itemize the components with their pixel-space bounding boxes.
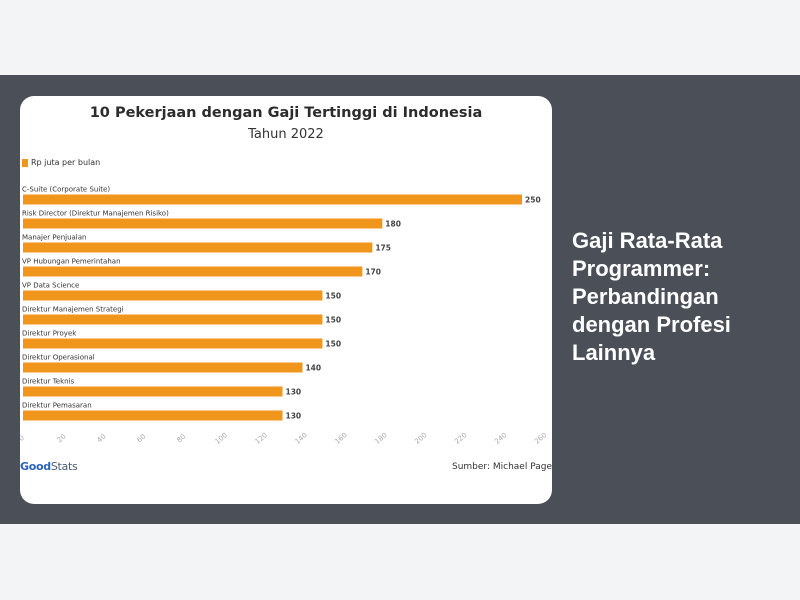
x-tick-label: 120 [254,431,269,446]
category-label: C-Suite (Corporate Suite) [22,186,110,194]
x-tick-label: 60 [135,433,147,445]
x-tick-label: 240 [493,431,508,446]
value-label: 175 [375,244,391,253]
value-label: 180 [385,220,401,229]
goodstats-logo: GoodStats [20,460,78,473]
bar [23,290,323,301]
x-tick-label: 160 [333,431,348,446]
bar [23,362,303,373]
value-label: 130 [286,412,302,421]
bar-chart: C-Suite (Corporate Suite) 250 Risk Directo… [20,186,548,446]
x-tick-label: 20 [56,433,68,445]
logo-good-text: Good [20,460,51,473]
category-label: VP Hubungan Pemerintahan [22,258,121,266]
category-label: Manajer Penjualan [22,234,86,242]
category-label: Direktur Manajemen Strategi [22,306,124,314]
category-label: Risk Director (Direktur Manajemen Risiko… [22,210,169,218]
x-tick-label: 260 [533,431,548,446]
category-label: VP Data Science [22,282,79,290]
x-tick-label: 100 [214,431,229,446]
chart-image-card: 10 Pekerjaan dengan Gaji Tertinggi di In… [20,96,552,504]
bar [23,314,323,325]
x-tick-label: 40 [96,433,108,445]
bar [23,242,373,253]
bar [23,410,283,421]
value-label: 130 [286,388,302,397]
bar [23,218,383,229]
value-label: 250 [525,196,541,205]
category-label: Direktur Operasional [22,354,95,362]
x-tick-label: 80 [175,433,187,445]
category-label: Direktur Proyek [22,330,77,338]
value-label: 150 [325,316,341,325]
chart-subtitle: Tahun 2022 [248,127,324,142]
x-tick-label: 140 [293,431,308,446]
legend-swatch [22,158,28,167]
value-label: 150 [325,292,341,301]
category-label: Direktur Pemasaran [22,402,92,410]
bar [23,266,363,277]
value-label: 140 [305,364,321,373]
bar [23,194,523,205]
x-tick-label: 180 [373,431,388,446]
value-label: 150 [325,340,341,349]
bar [23,386,283,397]
bar [23,338,323,349]
chart-title: 10 Pekerjaan dengan Gaji Tertinggi di In… [89,105,483,121]
legend-label: Rp juta per bulan [31,158,101,167]
category-label: Direktur Teknis [22,378,75,386]
x-tick-label: 200 [413,431,428,446]
article-title: Gaji Rata-Rata Programmer: Perbandingan … [572,228,731,365]
x-tick-label: 0 [20,434,26,443]
x-tick-label: 220 [453,431,468,446]
chart-source: Sumber: Michael Page [452,462,552,472]
chart-legend: Rp juta per bulan [22,158,100,167]
value-label: 170 [365,268,381,277]
logo-stats-text: Stats [50,460,78,473]
